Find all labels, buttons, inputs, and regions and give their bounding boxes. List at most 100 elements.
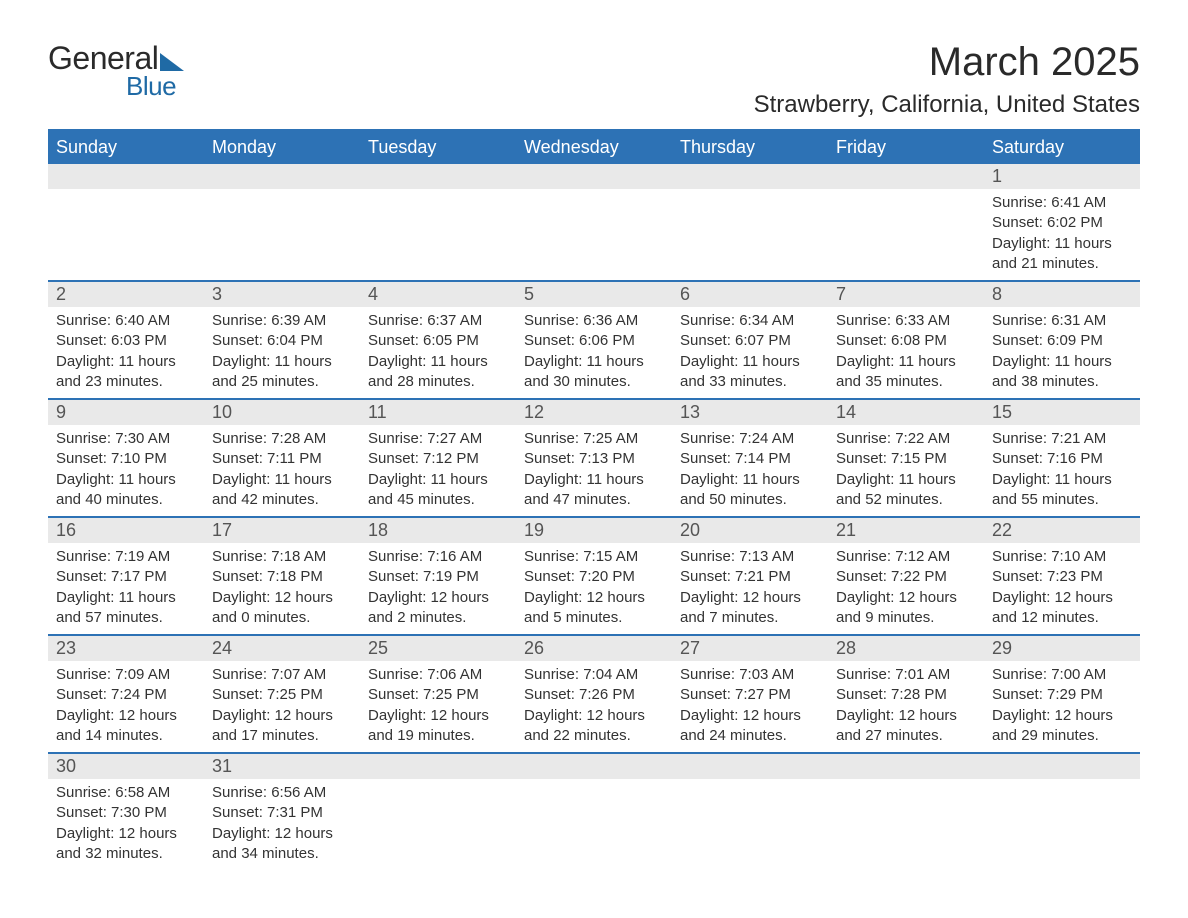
day-sunset: Sunset: 7:25 PM <box>368 685 508 705</box>
day-sunrise: Sunrise: 6:31 AM <box>992 311 1132 331</box>
day-sunrise: Sunrise: 7:09 AM <box>56 665 196 685</box>
day-dl1: Daylight: 12 hours <box>992 588 1132 608</box>
day-sunrise: Sunrise: 7:28 AM <box>212 429 352 449</box>
day-sunset: Sunset: 7:25 PM <box>212 685 352 705</box>
day-dl2: and 21 minutes. <box>992 254 1132 274</box>
day-dl1: Daylight: 12 hours <box>56 706 196 726</box>
day-dl2: and 19 minutes. <box>368 726 508 746</box>
day-number <box>672 754 828 779</box>
day-number <box>672 164 828 189</box>
day-sunset: Sunset: 7:15 PM <box>836 449 976 469</box>
day-number <box>48 164 204 189</box>
day-dl2: and 17 minutes. <box>212 726 352 746</box>
day-number <box>204 164 360 189</box>
day-cell: Sunrise: 7:10 AMSunset: 7:23 PMDaylight:… <box>984 543 1140 634</box>
day-dl1: Daylight: 12 hours <box>524 706 664 726</box>
day-of-week-cell: Saturday <box>984 131 1140 164</box>
day-dl1: Daylight: 11 hours <box>56 588 196 608</box>
day-sunrise: Sunrise: 6:56 AM <box>212 783 352 803</box>
day-dl2: and 14 minutes. <box>56 726 196 746</box>
day-dl2: and 12 minutes. <box>992 608 1132 628</box>
day-number: 28 <box>828 636 984 661</box>
day-sunset: Sunset: 6:03 PM <box>56 331 196 351</box>
day-cell: Sunrise: 6:34 AMSunset: 6:07 PMDaylight:… <box>672 307 828 398</box>
day-sunrise: Sunrise: 7:18 AM <box>212 547 352 567</box>
day-of-week-cell: Monday <box>204 131 360 164</box>
day-number: 24 <box>204 636 360 661</box>
day-cell: Sunrise: 7:01 AMSunset: 7:28 PMDaylight:… <box>828 661 984 752</box>
day-sunset: Sunset: 7:10 PM <box>56 449 196 469</box>
day-number: 9 <box>48 400 204 425</box>
calendar-week: 1Sunrise: 6:41 AMSunset: 6:02 PMDaylight… <box>48 164 1140 282</box>
location-subtitle: Strawberry, California, United States <box>754 91 1140 119</box>
day-dl2: and 28 minutes. <box>368 372 508 392</box>
day-dl2: and 47 minutes. <box>524 490 664 510</box>
day-number <box>360 164 516 189</box>
day-sunset: Sunset: 7:12 PM <box>368 449 508 469</box>
day-of-week-cell: Tuesday <box>360 131 516 164</box>
day-of-week-cell: Wednesday <box>516 131 672 164</box>
day-sunrise: Sunrise: 6:33 AM <box>836 311 976 331</box>
day-dl2: and 22 minutes. <box>524 726 664 746</box>
day-cell: Sunrise: 6:58 AMSunset: 7:30 PMDaylight:… <box>48 779 204 870</box>
day-sunrise: Sunrise: 7:24 AM <box>680 429 820 449</box>
day-sunset: Sunset: 7:19 PM <box>368 567 508 587</box>
day-number: 6 <box>672 282 828 307</box>
day-cell <box>828 779 984 870</box>
day-number: 10 <box>204 400 360 425</box>
day-cell: Sunrise: 7:06 AMSunset: 7:25 PMDaylight:… <box>360 661 516 752</box>
day-number: 21 <box>828 518 984 543</box>
day-cell: Sunrise: 7:25 AMSunset: 7:13 PMDaylight:… <box>516 425 672 516</box>
day-number-row: 2345678 <box>48 282 1140 307</box>
day-cell: Sunrise: 7:03 AMSunset: 7:27 PMDaylight:… <box>672 661 828 752</box>
calendar-week: 16171819202122Sunrise: 7:19 AMSunset: 7:… <box>48 518 1140 636</box>
month-title: March 2025 <box>754 40 1140 85</box>
day-cell: Sunrise: 7:22 AMSunset: 7:15 PMDaylight:… <box>828 425 984 516</box>
day-dl2: and 5 minutes. <box>524 608 664 628</box>
day-number: 31 <box>204 754 360 779</box>
day-cell <box>360 189 516 280</box>
day-dl1: Daylight: 11 hours <box>524 352 664 372</box>
logo-word-2: Blue <box>126 71 176 102</box>
day-number: 8 <box>984 282 1140 307</box>
day-cell: Sunrise: 6:41 AMSunset: 6:02 PMDaylight:… <box>984 189 1140 280</box>
day-dl2: and 38 minutes. <box>992 372 1132 392</box>
day-sunset: Sunset: 6:02 PM <box>992 213 1132 233</box>
day-number: 5 <box>516 282 672 307</box>
title-block: March 2025 Strawberry, California, Unite… <box>754 40 1140 119</box>
day-sunset: Sunset: 6:04 PM <box>212 331 352 351</box>
day-number: 7 <box>828 282 984 307</box>
day-of-week-header: SundayMondayTuesdayWednesdayThursdayFrid… <box>48 131 1140 164</box>
day-dl1: Daylight: 11 hours <box>992 234 1132 254</box>
day-cell: Sunrise: 7:18 AMSunset: 7:18 PMDaylight:… <box>204 543 360 634</box>
day-sunrise: Sunrise: 6:36 AM <box>524 311 664 331</box>
day-cell: Sunrise: 7:15 AMSunset: 7:20 PMDaylight:… <box>516 543 672 634</box>
day-dl1: Daylight: 11 hours <box>680 470 820 490</box>
day-number <box>828 754 984 779</box>
day-sunset: Sunset: 7:27 PM <box>680 685 820 705</box>
day-dl1: Daylight: 12 hours <box>212 588 352 608</box>
day-sunset: Sunset: 7:11 PM <box>212 449 352 469</box>
day-dl1: Daylight: 11 hours <box>836 470 976 490</box>
day-cell: Sunrise: 6:56 AMSunset: 7:31 PMDaylight:… <box>204 779 360 870</box>
day-number: 3 <box>204 282 360 307</box>
day-sunset: Sunset: 7:21 PM <box>680 567 820 587</box>
day-sunrise: Sunrise: 7:04 AM <box>524 665 664 685</box>
day-sunset: Sunset: 7:31 PM <box>212 803 352 823</box>
day-dl2: and 25 minutes. <box>212 372 352 392</box>
day-dl1: Daylight: 12 hours <box>524 588 664 608</box>
day-cell <box>672 189 828 280</box>
day-of-week-cell: Thursday <box>672 131 828 164</box>
day-sunrise: Sunrise: 6:40 AM <box>56 311 196 331</box>
day-sunset: Sunset: 6:08 PM <box>836 331 976 351</box>
day-cell: Sunrise: 6:37 AMSunset: 6:05 PMDaylight:… <box>360 307 516 398</box>
day-sunrise: Sunrise: 7:12 AM <box>836 547 976 567</box>
day-number: 23 <box>48 636 204 661</box>
day-dl2: and 7 minutes. <box>680 608 820 628</box>
day-dl2: and 0 minutes. <box>212 608 352 628</box>
day-dl2: and 24 minutes. <box>680 726 820 746</box>
day-number: 12 <box>516 400 672 425</box>
day-cell: Sunrise: 7:13 AMSunset: 7:21 PMDaylight:… <box>672 543 828 634</box>
day-number: 27 <box>672 636 828 661</box>
day-sunrise: Sunrise: 6:34 AM <box>680 311 820 331</box>
